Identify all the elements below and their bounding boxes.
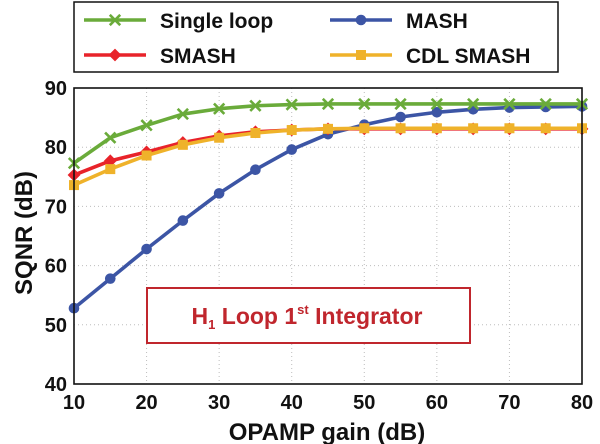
- point-mash: [104, 273, 116, 284]
- legend-marker: [356, 50, 366, 60]
- x-tick-label: 10: [63, 392, 85, 414]
- point-mash: [250, 164, 261, 175]
- x-axis-label: OPAMP gain (dB): [229, 419, 425, 444]
- point-cdl-smash: [504, 123, 515, 134]
- y-axis-label: SQNR (dB): [11, 171, 38, 295]
- x-tick-label: 20: [135, 392, 157, 414]
- point-single-loop: [249, 99, 262, 112]
- point-single-loop: [467, 97, 480, 111]
- point-single-loop: [176, 107, 189, 121]
- point-cdl-smash: [250, 127, 261, 138]
- point-single-loop: [430, 97, 443, 111]
- point-mash: [177, 215, 189, 226]
- legend-item-single-loop: Single loop: [84, 10, 273, 33]
- annotation-frame: [146, 287, 471, 344]
- annotation-box: H1 Loop 1st Integrator: [146, 287, 471, 344]
- point-mash: [286, 144, 298, 155]
- point-cdl-smash: [431, 123, 442, 134]
- point-cdl-smash: [177, 139, 188, 150]
- legend-marker: [355, 14, 367, 26]
- annotation-superscript: st: [297, 302, 309, 317]
- point-mash: [395, 111, 406, 123]
- point-cdl-smash: [323, 123, 333, 134]
- point-single-loop: [321, 97, 335, 111]
- point-single-loop: [539, 97, 552, 111]
- x-tick-label: 60: [426, 392, 448, 414]
- point-single-loop: [140, 119, 153, 132]
- point-smash: [103, 154, 117, 168]
- annotation-subscript: 1: [208, 317, 215, 332]
- x-tick-label: 70: [498, 392, 520, 414]
- point-cdl-smash: [468, 123, 479, 134]
- y-tick-label: 90: [45, 78, 67, 100]
- legend-frame: [73, 1, 559, 73]
- annotation-text: H1 Loop 1st Integrator: [192, 302, 423, 332]
- point-mash: [213, 188, 225, 199]
- legend-label: SMASH: [160, 45, 236, 68]
- plot-frame: [73, 87, 583, 385]
- point-single-loop: [394, 97, 407, 111]
- point-cdl-smash: [286, 125, 297, 136]
- legend-label: MASH: [406, 10, 468, 33]
- y-tick-label: 70: [45, 196, 67, 218]
- point-single-loop: [358, 97, 371, 111]
- point-cdl-smash: [105, 164, 116, 175]
- x-tick-label: 50: [353, 392, 375, 414]
- legend-label: Single loop: [160, 10, 273, 33]
- x-tick-label: 40: [281, 392, 303, 414]
- legend-item-mash: MASH: [330, 10, 468, 33]
- x-tick-label: 80: [571, 392, 593, 414]
- y-tick-label: 60: [45, 256, 67, 278]
- point-cdl-smash: [214, 132, 225, 143]
- legend: Single loop MASH SMASH CDL SMASH: [73, 1, 559, 73]
- point-single-loop: [213, 102, 226, 115]
- legend-marker: [108, 48, 122, 62]
- point-single-loop: [104, 131, 117, 144]
- y-tick-label: 80: [45, 137, 67, 159]
- point-cdl-smash: [141, 150, 152, 161]
- x-tick-label: 30: [208, 392, 230, 414]
- point-single-loop: [285, 98, 298, 111]
- point-cdl-smash: [540, 123, 551, 134]
- annotation-main: H: [192, 303, 209, 329]
- annotation-tail: Integrator: [309, 303, 423, 329]
- legend-item-cdl-smash: CDL SMASH: [330, 45, 530, 68]
- point-cdl-smash: [359, 123, 370, 134]
- legend-item-smash: SMASH: [84, 45, 236, 68]
- y-tick-label: 50: [45, 315, 67, 337]
- point-cdl-smash: [395, 123, 406, 134]
- tick-labels: 10 20 30 40 50 60 70 80 40 50 60 70 80 90: [45, 78, 593, 414]
- legend-label: CDL SMASH: [406, 45, 530, 68]
- legend-marker: [108, 13, 122, 27]
- point-mash: [431, 106, 443, 118]
- series-layer: [67, 97, 589, 314]
- annotation-middle: Loop 1: [215, 303, 297, 329]
- point-mash: [141, 243, 152, 255]
- point-single-loop: [503, 97, 516, 111]
- y-tick-label: 40: [45, 374, 67, 396]
